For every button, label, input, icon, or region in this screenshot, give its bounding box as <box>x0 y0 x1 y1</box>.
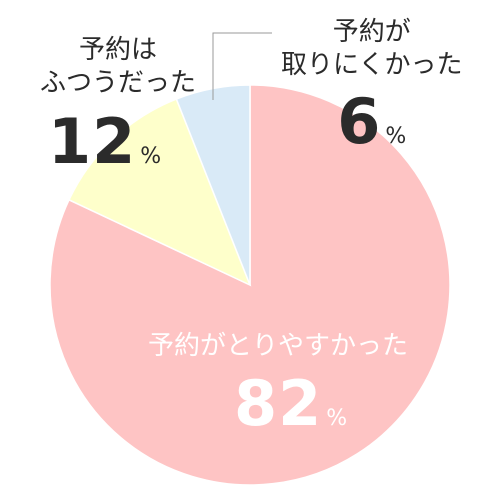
slice-label-normal: 予約は ふつうだった 12% <box>40 34 196 173</box>
percent-unit: % <box>326 405 348 431</box>
slice-label-name: 予約がとりやすかった <box>148 331 409 361</box>
slice-percent: 12% <box>48 111 196 173</box>
slice-label-hard-to-book: 予約が 取りにくかった 6% <box>281 16 462 153</box>
slice-percent: 6% <box>281 91 462 153</box>
slice-value: 12 <box>48 105 137 178</box>
slice-label-easy-to-book: 予約がとりやすかった 82% <box>148 330 408 435</box>
percent-unit: % <box>385 124 407 149</box>
slice-percent: 82% <box>234 372 408 435</box>
percent-unit: % <box>140 144 162 169</box>
leader-line-slice-3 <box>212 32 272 100</box>
pie-slices <box>49 84 451 486</box>
slice-label-line-2: ふつうだった <box>40 67 197 98</box>
slice-value: 6 <box>337 85 382 158</box>
slice-label-line-2: 取りにくかった <box>281 49 463 80</box>
slice-value: 82 <box>234 366 323 440</box>
slice-label-line-1: 予約は <box>79 35 158 65</box>
pie-slice-normal <box>68 98 252 287</box>
slice-label-line-1: 予約が <box>332 17 411 47</box>
